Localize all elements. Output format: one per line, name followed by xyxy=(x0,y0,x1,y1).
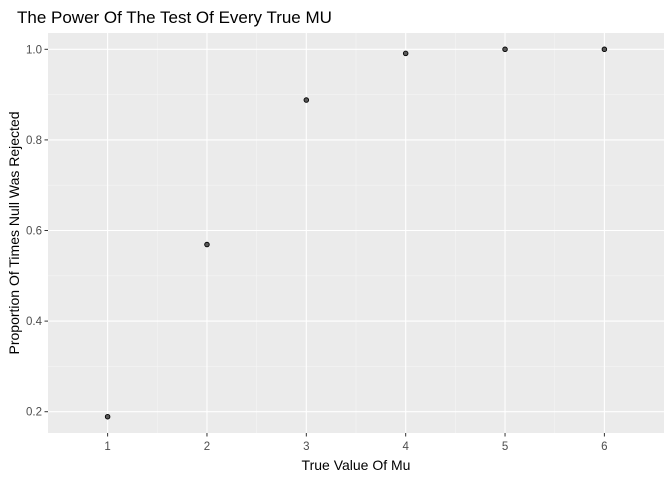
grid-minor-lines xyxy=(48,33,664,433)
x-tick-label: 6 xyxy=(601,441,607,453)
data-point xyxy=(303,97,310,103)
x-tick-label: 3 xyxy=(303,441,309,453)
data-point xyxy=(104,413,111,420)
data-point xyxy=(204,241,210,248)
x-tick-label: 5 xyxy=(502,441,508,453)
data-points xyxy=(104,46,608,420)
x-tick-label: 4 xyxy=(402,441,409,453)
x-axis: 1 2 3 4 5 6 xyxy=(104,433,608,453)
grid-major-lines xyxy=(48,33,664,433)
data-point xyxy=(402,50,409,57)
y-axis: 0.2 0.4 0.6 0.8 1.0 xyxy=(26,44,48,419)
y-tick-label: 0.2 xyxy=(26,407,42,419)
y-tick-label: 0.6 xyxy=(26,226,42,238)
data-point xyxy=(601,46,608,53)
x-tick-label: 1 xyxy=(104,441,110,453)
x-tick-label: 2 xyxy=(204,441,210,453)
y-tick-label: 1.0 xyxy=(26,44,42,56)
y-axis-title: Proportion Of Times Null Was Rejected xyxy=(6,111,22,354)
data-point xyxy=(502,46,508,53)
chart-title: The Power Of The Test Of Every True MU xyxy=(17,8,332,27)
x-axis-title: True Value Of Mu xyxy=(302,457,411,473)
y-tick-label: 0.4 xyxy=(26,316,43,328)
y-tick-label: 0.8 xyxy=(26,135,42,147)
